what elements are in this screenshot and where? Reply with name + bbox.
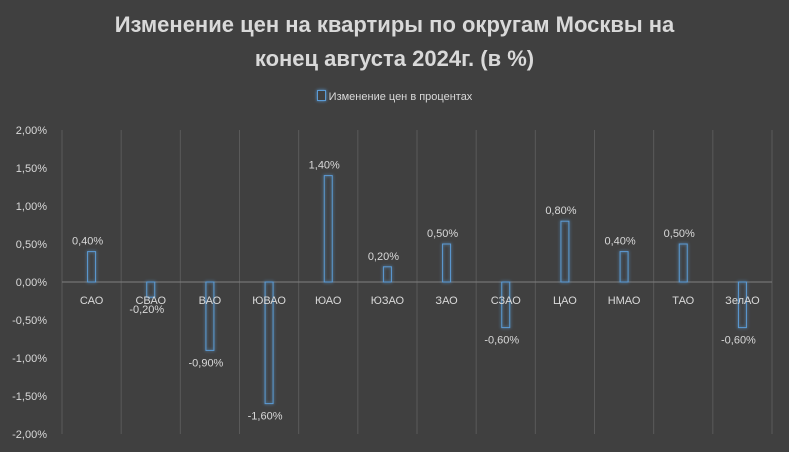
category-label: ЮВАО bbox=[252, 295, 286, 307]
y-tick-label: 2,00% bbox=[16, 125, 47, 137]
data-label: -0,60% bbox=[721, 335, 756, 347]
bar bbox=[737, 281, 747, 329]
data-label: 0,40% bbox=[604, 236, 635, 248]
category-label: ТАО bbox=[672, 295, 694, 307]
y-tick-label: -1,50% bbox=[12, 391, 47, 403]
legend: Изменение цен в процентах bbox=[0, 90, 789, 103]
data-label: 0,40% bbox=[72, 236, 103, 248]
data-label: -0,60% bbox=[484, 335, 519, 347]
data-label: -0,20% bbox=[129, 304, 164, 316]
y-tick-label: -2,00% bbox=[12, 429, 47, 441]
y-tick-label: 1,00% bbox=[16, 201, 47, 213]
bar bbox=[205, 281, 215, 351]
y-tick-label: 1,50% bbox=[16, 163, 47, 175]
data-label: 0,20% bbox=[368, 251, 399, 263]
legend-swatch bbox=[316, 90, 326, 101]
category-label: ЮЗАО bbox=[371, 295, 405, 307]
category-label: ЮАО bbox=[315, 295, 342, 307]
category-label: ЗелАО bbox=[725, 295, 760, 307]
bar bbox=[323, 175, 333, 283]
data-label: -0,90% bbox=[188, 357, 223, 369]
y-tick-label: -0,50% bbox=[12, 315, 47, 327]
bar bbox=[382, 266, 392, 283]
data-label: -1,60% bbox=[248, 411, 283, 423]
category-label: ЦАО bbox=[553, 295, 577, 307]
y-tick-label: -1,00% bbox=[12, 353, 47, 365]
category-label: НМАО bbox=[608, 295, 641, 307]
category-label: СЗАО bbox=[491, 295, 522, 307]
bar bbox=[619, 251, 629, 283]
data-label: 0,80% bbox=[545, 205, 576, 217]
chart-title-line-1: Изменение цен на квартиры по округам Мос… bbox=[114, 12, 675, 37]
bar bbox=[678, 243, 688, 283]
bar bbox=[146, 281, 156, 298]
y-tick-label: 0,50% bbox=[16, 239, 47, 251]
bar bbox=[501, 281, 511, 329]
data-label: 0,50% bbox=[664, 228, 695, 240]
data-label: 1,40% bbox=[309, 160, 340, 172]
chart-title-line-2: конец августа 2024г. (в %) bbox=[254, 46, 535, 71]
legend-label: Изменение цен в процентах bbox=[328, 91, 473, 103]
data-label: 0,50% bbox=[427, 228, 458, 240]
category-label: ЗАО bbox=[435, 295, 458, 307]
bar bbox=[560, 220, 570, 283]
category-label: САО bbox=[80, 295, 104, 307]
category-label: СВАО bbox=[135, 295, 166, 307]
chart-title: Изменение цен на квартиры по округам Мос… bbox=[0, 8, 789, 76]
y-tick-label: 0,00% bbox=[16, 277, 47, 289]
category-label: ВАО bbox=[199, 295, 222, 307]
bar bbox=[264, 281, 274, 405]
bar bbox=[442, 243, 452, 283]
bar bbox=[87, 251, 97, 283]
